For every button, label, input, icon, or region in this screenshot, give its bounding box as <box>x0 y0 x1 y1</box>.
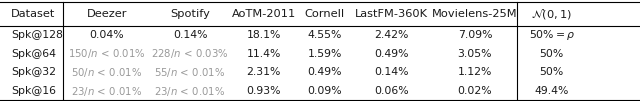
Text: 23/$n$ < 0.01%: 23/$n$ < 0.01% <box>154 85 226 98</box>
Text: 55/$n$ < 0.01%: 55/$n$ < 0.01% <box>154 66 226 79</box>
Text: Spotify: Spotify <box>170 9 210 19</box>
Text: 50%: 50% <box>540 49 564 59</box>
Text: 0.02%: 0.02% <box>458 86 492 96</box>
Text: $50\% = \rho$: $50\% = \rho$ <box>529 28 575 42</box>
Text: 50%: 50% <box>540 67 564 77</box>
Text: 0.49%: 0.49% <box>307 67 342 77</box>
Text: 1.12%: 1.12% <box>458 67 492 77</box>
Text: 150/$n$ < 0.01%: 150/$n$ < 0.01% <box>68 47 146 60</box>
Text: 49.4%: 49.4% <box>534 86 569 96</box>
Text: 3.05%: 3.05% <box>458 49 492 59</box>
Text: Cornell: Cornell <box>305 9 344 19</box>
Text: 2.42%: 2.42% <box>374 30 409 40</box>
Text: 0.93%: 0.93% <box>246 86 281 96</box>
Text: 0.14%: 0.14% <box>374 67 409 77</box>
Text: 23/$n$ < 0.01%: 23/$n$ < 0.01% <box>71 85 143 98</box>
Text: 2.31%: 2.31% <box>246 67 281 77</box>
Text: AoTM-2011: AoTM-2011 <box>232 9 296 19</box>
Text: Dataset: Dataset <box>11 9 55 19</box>
Text: 0.14%: 0.14% <box>173 30 207 40</box>
Text: 18.1%: 18.1% <box>246 30 281 40</box>
Text: Spk@128: Spk@128 <box>11 30 63 40</box>
Text: LastFM-360K: LastFM-360K <box>355 9 428 19</box>
Text: Spk@64: Spk@64 <box>11 49 56 59</box>
Text: 11.4%: 11.4% <box>246 49 281 59</box>
Text: Spk@16: Spk@16 <box>11 86 56 96</box>
Text: Deezer: Deezer <box>86 9 127 19</box>
Text: 0.06%: 0.06% <box>374 86 409 96</box>
Text: 50/$n$ < 0.01%: 50/$n$ < 0.01% <box>71 66 143 79</box>
Text: 0.04%: 0.04% <box>90 30 124 40</box>
Text: 0.09%: 0.09% <box>307 86 342 96</box>
Text: 7.09%: 7.09% <box>458 30 492 40</box>
Text: 4.55%: 4.55% <box>307 30 342 40</box>
Text: 228/$n$ < 0.03%: 228/$n$ < 0.03% <box>151 47 229 60</box>
Text: Spk@32: Spk@32 <box>11 67 56 77</box>
Text: 0.49%: 0.49% <box>374 49 409 59</box>
Text: Movielens-25M: Movielens-25M <box>432 9 518 19</box>
Text: $\mathcal{N}(0,1)$: $\mathcal{N}(0,1)$ <box>531 7 572 21</box>
Text: 1.59%: 1.59% <box>307 49 342 59</box>
